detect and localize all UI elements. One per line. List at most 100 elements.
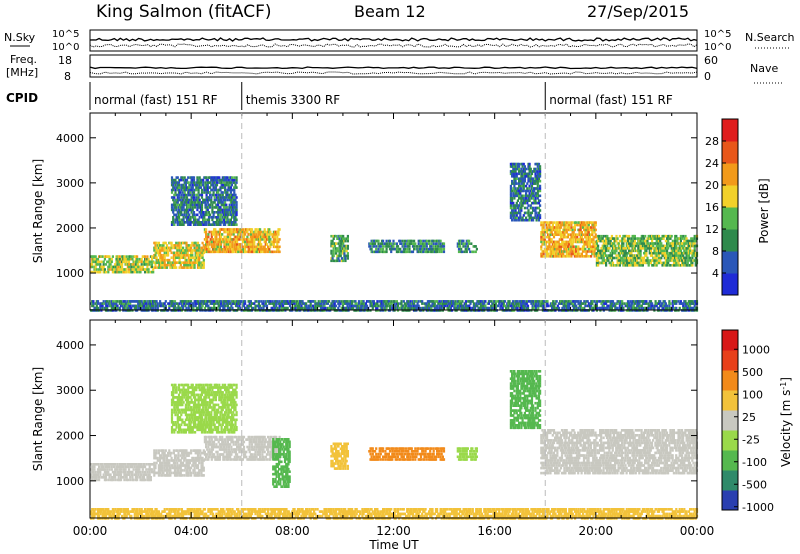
range-cell xyxy=(191,191,194,194)
range-cell xyxy=(607,237,610,240)
range-cell xyxy=(203,218,206,222)
range-cell xyxy=(179,251,182,255)
range-cell xyxy=(384,306,387,310)
range-cell xyxy=(534,167,537,171)
range-cell xyxy=(536,194,539,198)
range-cell xyxy=(539,187,542,190)
range-cell xyxy=(182,306,185,310)
range-cell xyxy=(632,239,635,243)
range-cell xyxy=(230,201,234,204)
range-cell xyxy=(385,247,388,251)
range-cell xyxy=(253,238,256,241)
range-cell xyxy=(520,167,523,171)
range-cell xyxy=(438,306,441,310)
range-cell xyxy=(262,250,265,254)
range-cell xyxy=(276,306,279,310)
range-cell xyxy=(218,193,221,197)
range-cell xyxy=(609,251,612,255)
range-cell xyxy=(125,263,128,266)
range-cell xyxy=(591,238,594,241)
range-cell xyxy=(528,216,531,220)
range-cell xyxy=(259,240,262,244)
range-cell xyxy=(429,304,432,308)
range-cell xyxy=(396,245,400,248)
range-cell xyxy=(225,248,228,251)
range-cell xyxy=(169,246,172,250)
range-cell xyxy=(611,237,615,240)
range-cell xyxy=(526,206,529,210)
range-cell xyxy=(102,260,105,264)
range-cell xyxy=(219,193,222,197)
range-cell xyxy=(221,233,224,236)
range-cell xyxy=(621,244,624,248)
range-cell xyxy=(519,184,522,188)
range-cell xyxy=(268,235,271,239)
range-cell xyxy=(205,178,208,182)
range-cell xyxy=(644,254,647,257)
range-cell xyxy=(647,261,650,265)
range-cell xyxy=(240,248,243,251)
range-cell xyxy=(198,216,201,219)
range-cell xyxy=(369,300,372,303)
range-cell xyxy=(224,198,227,202)
range-cell xyxy=(449,302,452,305)
range-cell xyxy=(176,251,179,255)
range-cell xyxy=(628,261,631,265)
range-cell xyxy=(365,300,369,303)
range-cell xyxy=(475,302,478,305)
range-cell xyxy=(225,181,228,184)
range-cell xyxy=(319,306,323,310)
range-cell xyxy=(250,250,254,254)
range-cell xyxy=(213,240,216,244)
range-cell xyxy=(202,261,205,264)
range-cell xyxy=(248,240,251,244)
range-cell xyxy=(621,237,624,240)
range-cell xyxy=(192,211,196,214)
range-cell xyxy=(592,238,595,241)
range-cell xyxy=(238,300,241,303)
range-cell xyxy=(155,258,158,262)
range-cell xyxy=(178,254,181,257)
range-cell xyxy=(598,249,601,253)
range-cell xyxy=(221,183,224,187)
range-cell xyxy=(264,250,267,254)
range-cell xyxy=(540,252,543,256)
range-cell xyxy=(533,189,536,193)
range-cell xyxy=(137,300,140,303)
range-cell xyxy=(248,304,251,308)
range-cell xyxy=(271,250,274,254)
range-cell xyxy=(116,306,119,310)
range-cell xyxy=(179,223,182,226)
range-cell xyxy=(652,264,655,267)
range-cell xyxy=(418,247,421,251)
range-cell xyxy=(110,306,113,310)
range-cell xyxy=(209,193,212,197)
range-cell xyxy=(198,183,201,187)
range-cell xyxy=(539,194,542,198)
range-cell xyxy=(660,251,663,255)
range-cell xyxy=(550,228,553,232)
range-cell xyxy=(465,242,468,245)
range-cell xyxy=(587,228,590,232)
range-cell xyxy=(214,238,217,241)
range-cell xyxy=(168,306,171,310)
range-cell xyxy=(522,162,525,166)
range-cell xyxy=(226,228,229,231)
range-cell xyxy=(540,238,543,241)
range-cell xyxy=(516,204,519,207)
range-cell xyxy=(550,252,553,256)
range-cell xyxy=(526,172,529,176)
range-cell xyxy=(300,304,303,308)
range-cell xyxy=(218,306,221,310)
range-cell xyxy=(330,239,333,243)
range-cell xyxy=(245,245,248,249)
range-cell xyxy=(271,243,274,246)
range-cell xyxy=(530,172,534,176)
range-cell xyxy=(180,218,183,222)
range-cell xyxy=(248,233,251,236)
range-cell xyxy=(238,245,241,249)
range-cell xyxy=(194,300,197,303)
range-cell xyxy=(330,242,333,245)
range-cell xyxy=(144,255,147,258)
noise-left-tick-top: 10^5 xyxy=(52,29,79,40)
